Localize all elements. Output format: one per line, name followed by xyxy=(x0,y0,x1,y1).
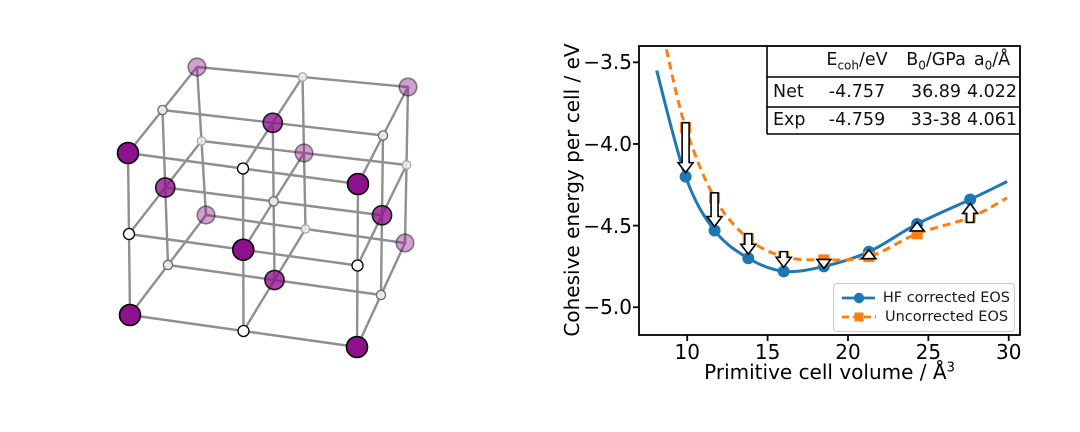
legend-entry-hf-corrected: HF corrected EOS xyxy=(841,290,1010,306)
arrow-up xyxy=(860,248,878,260)
purple-atom xyxy=(154,177,176,198)
legend-label-uncorrected: Uncorrected EOS xyxy=(885,309,1009,326)
white-atom xyxy=(162,259,174,271)
white-atom xyxy=(236,162,250,175)
legend-entry-uncorrected: Uncorrected EOS xyxy=(841,309,1010,325)
table-header-cell: Ecoh/eV xyxy=(826,49,888,73)
table-row-label: Net xyxy=(773,82,804,102)
legend-box: HF corrected EOS Uncorrected EOS xyxy=(833,283,1015,332)
white-atom xyxy=(157,104,168,116)
axis-ticks xyxy=(633,61,1010,341)
white-atom xyxy=(401,160,412,170)
arrow-up xyxy=(908,220,926,232)
y-tick-label: −3.5 xyxy=(583,50,632,75)
data-point-circle xyxy=(708,224,721,237)
data-point-circle xyxy=(679,170,692,183)
purple-atom xyxy=(398,77,418,97)
purple-atom xyxy=(264,269,285,291)
table-value-cell: 33-38 xyxy=(910,110,962,130)
uncorrected-curve xyxy=(664,48,1008,262)
x-axis-label-superscript: 3 xyxy=(946,360,955,376)
hf-corrected-curve xyxy=(655,70,1008,274)
white-atom xyxy=(268,196,279,207)
table-rules xyxy=(766,46,1020,135)
arrow-down xyxy=(774,250,793,269)
white-atom xyxy=(122,227,136,241)
table-value-cell: 4.061 xyxy=(966,110,1018,130)
purple-atom xyxy=(116,141,140,165)
x-tick-label: 10 xyxy=(674,340,700,364)
purple-atom xyxy=(118,303,142,327)
plot-frame xyxy=(638,45,1021,336)
arrow-down xyxy=(739,232,758,256)
table-value-cell: -4.759 xyxy=(828,110,886,130)
x-tick-label: 25 xyxy=(915,340,942,364)
white-atom xyxy=(375,289,387,301)
legend-marker xyxy=(853,292,865,303)
lattice-bonds xyxy=(126,65,410,349)
purple-atom xyxy=(345,335,369,359)
purple-atom xyxy=(395,233,415,253)
purple-atom xyxy=(371,204,393,226)
y-axis-label: Cohesive energy per cell / eV xyxy=(560,43,584,337)
arrow-up xyxy=(961,202,980,224)
uncorrected-markers xyxy=(680,122,976,266)
purple-atom xyxy=(294,143,314,163)
white-atom xyxy=(237,324,250,338)
data-point-circle xyxy=(777,265,790,278)
data-point-circle xyxy=(742,252,755,265)
table-header-cell: a0/Å xyxy=(973,49,1011,73)
purple-atom xyxy=(262,112,284,134)
y-tick-label: −4.5 xyxy=(583,213,632,238)
arrow-down xyxy=(705,192,724,228)
x-axis-label: Primitive cell volume / Å3 xyxy=(639,360,1020,384)
legend-swatch-hf-corrected xyxy=(842,292,875,303)
x-tick-label: 30 xyxy=(996,340,1022,364)
table-value-cell: 4.022 xyxy=(966,82,1018,102)
x-axis-label-text: Primitive cell volume / Å xyxy=(704,360,947,384)
white-atom xyxy=(351,259,364,272)
y-tick-label: −5.0 xyxy=(583,295,632,320)
lattice-atoms xyxy=(116,57,418,359)
legend-marker xyxy=(854,312,864,322)
data-point-circle xyxy=(964,193,977,206)
table-header-cell: B0/GPa xyxy=(906,49,966,73)
white-atom xyxy=(297,72,308,82)
legend-swatch-uncorrected xyxy=(842,312,876,322)
x-tick-label: 20 xyxy=(835,340,861,364)
y-tick-label: −4.0 xyxy=(583,131,632,156)
x-tick-label: 15 xyxy=(754,340,781,364)
legend-label-hf-corrected: HF corrected EOS xyxy=(882,289,1010,306)
arrow-down xyxy=(676,121,695,174)
data-point-square xyxy=(911,228,923,240)
purple-atom xyxy=(196,205,216,225)
curves xyxy=(655,48,1008,274)
white-atom xyxy=(377,130,389,141)
table-row-label: Exp xyxy=(773,110,806,130)
correction-arrows xyxy=(676,121,980,270)
purple-atom xyxy=(346,172,370,196)
table-value-cell: -4.757 xyxy=(828,82,886,102)
white-atom xyxy=(300,224,311,234)
purple-atom xyxy=(187,57,207,77)
purple-atom xyxy=(231,238,255,262)
white-atom xyxy=(196,136,207,146)
arrow-down xyxy=(815,258,833,270)
lattice-bond xyxy=(200,139,408,167)
table-value-cell: 36.89 xyxy=(910,82,962,102)
